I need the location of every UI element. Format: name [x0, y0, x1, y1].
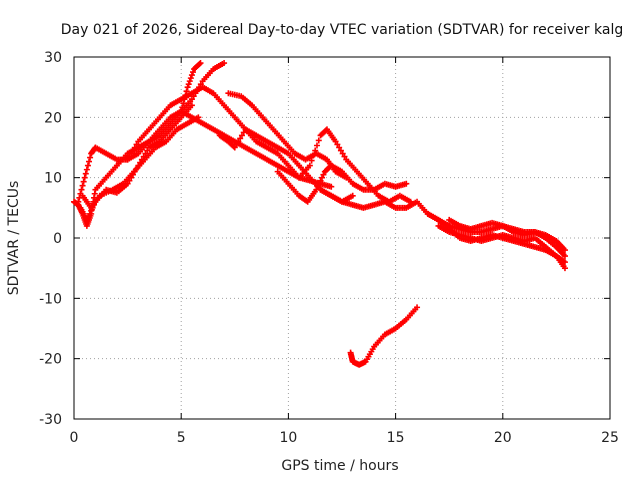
data-point — [128, 150, 135, 157]
series-arc-9 — [274, 162, 410, 205]
data-point — [310, 152, 317, 159]
data-point — [188, 102, 195, 109]
data-point — [84, 162, 91, 169]
data-point — [129, 147, 136, 154]
series-arc-4 — [79, 114, 202, 211]
series-arc-13 — [435, 222, 568, 272]
y-tick-label: -10 — [39, 291, 62, 307]
series-arc-2 — [75, 60, 204, 205]
y-tick-labels: -30 -20 -10 0 10 20 30 — [39, 50, 62, 428]
data-point — [306, 162, 313, 169]
data-point — [314, 183, 321, 190]
x-tick-label: 10 — [279, 430, 297, 446]
y-tick-label: 0 — [53, 231, 62, 247]
data-point — [133, 141, 140, 148]
x-tick-label: 5 — [177, 430, 186, 446]
data-point — [341, 153, 348, 160]
data-point — [82, 170, 89, 177]
data-point — [75, 198, 82, 205]
data-point — [189, 69, 196, 76]
series-arc-15 — [347, 304, 421, 368]
series-arc-5 — [124, 84, 303, 181]
tick-marks — [73, 56, 611, 420]
data-point — [339, 150, 346, 157]
data-point — [320, 171, 327, 178]
data-point — [332, 138, 339, 145]
data-point — [233, 141, 240, 148]
data-point — [185, 81, 192, 88]
data-point — [237, 135, 244, 142]
data-series — [71, 60, 568, 368]
data-point — [188, 96, 195, 103]
y-tick-label: 10 — [44, 171, 62, 187]
x-tick-label: 0 — [70, 430, 79, 446]
data-point — [85, 213, 92, 220]
data-point — [140, 153, 147, 160]
data-point — [184, 84, 191, 91]
data-point — [83, 166, 90, 173]
data-point — [221, 60, 228, 67]
data-point — [131, 144, 138, 151]
data-point — [81, 174, 88, 181]
data-point — [403, 180, 410, 187]
data-point — [186, 78, 193, 85]
data-point — [87, 154, 94, 161]
y-tick-label: -30 — [39, 412, 62, 428]
chart-title: Day 021 of 2026, Sidereal Day-to-day VTE… — [61, 22, 623, 38]
data-point — [334, 141, 341, 148]
data-point — [180, 100, 187, 107]
data-point — [318, 174, 325, 181]
x-tick-label: 15 — [387, 430, 405, 446]
data-point — [144, 147, 151, 154]
data-point — [349, 192, 356, 199]
x-tick-label: 25 — [601, 430, 619, 446]
data-point — [240, 129, 247, 136]
data-point — [187, 75, 194, 82]
data-point — [80, 178, 87, 185]
data-point — [312, 147, 319, 154]
data-point — [183, 88, 190, 95]
data-point — [231, 144, 238, 151]
data-point — [179, 104, 186, 111]
series-arc-3 — [77, 102, 195, 223]
y-tick-label: -20 — [39, 352, 62, 368]
data-point — [238, 132, 245, 139]
data-point — [336, 144, 343, 151]
data-point — [313, 142, 320, 149]
data-point — [337, 147, 344, 154]
data-point — [124, 156, 131, 163]
series-arc-14 — [446, 216, 568, 260]
x-axis-label: GPS time / hours — [281, 458, 398, 474]
x-tick-label: 20 — [494, 430, 512, 446]
data-point — [308, 157, 315, 164]
data-point — [78, 186, 85, 193]
data-point — [86, 158, 93, 165]
data-point — [414, 304, 421, 311]
data-point — [197, 60, 204, 67]
data-point — [317, 177, 324, 184]
data-point — [188, 72, 195, 79]
data-point — [328, 183, 335, 190]
data-point — [126, 153, 133, 160]
y-tick-label: 30 — [44, 50, 62, 66]
data-point — [83, 216, 90, 223]
data-point — [316, 180, 323, 187]
y-tick-label: 20 — [44, 110, 62, 126]
data-point — [196, 61, 203, 68]
data-point — [79, 182, 86, 189]
y-axis-label: SDTVAR / TECUs — [6, 181, 22, 296]
x-tick-labels: 0 5 10 15 20 25 — [70, 430, 619, 446]
data-point — [561, 247, 568, 254]
data-point — [235, 138, 242, 145]
data-point — [561, 253, 568, 260]
data-point — [315, 137, 322, 144]
data-point — [561, 265, 568, 272]
data-point — [86, 210, 93, 217]
series-arc-10 — [296, 126, 414, 205]
